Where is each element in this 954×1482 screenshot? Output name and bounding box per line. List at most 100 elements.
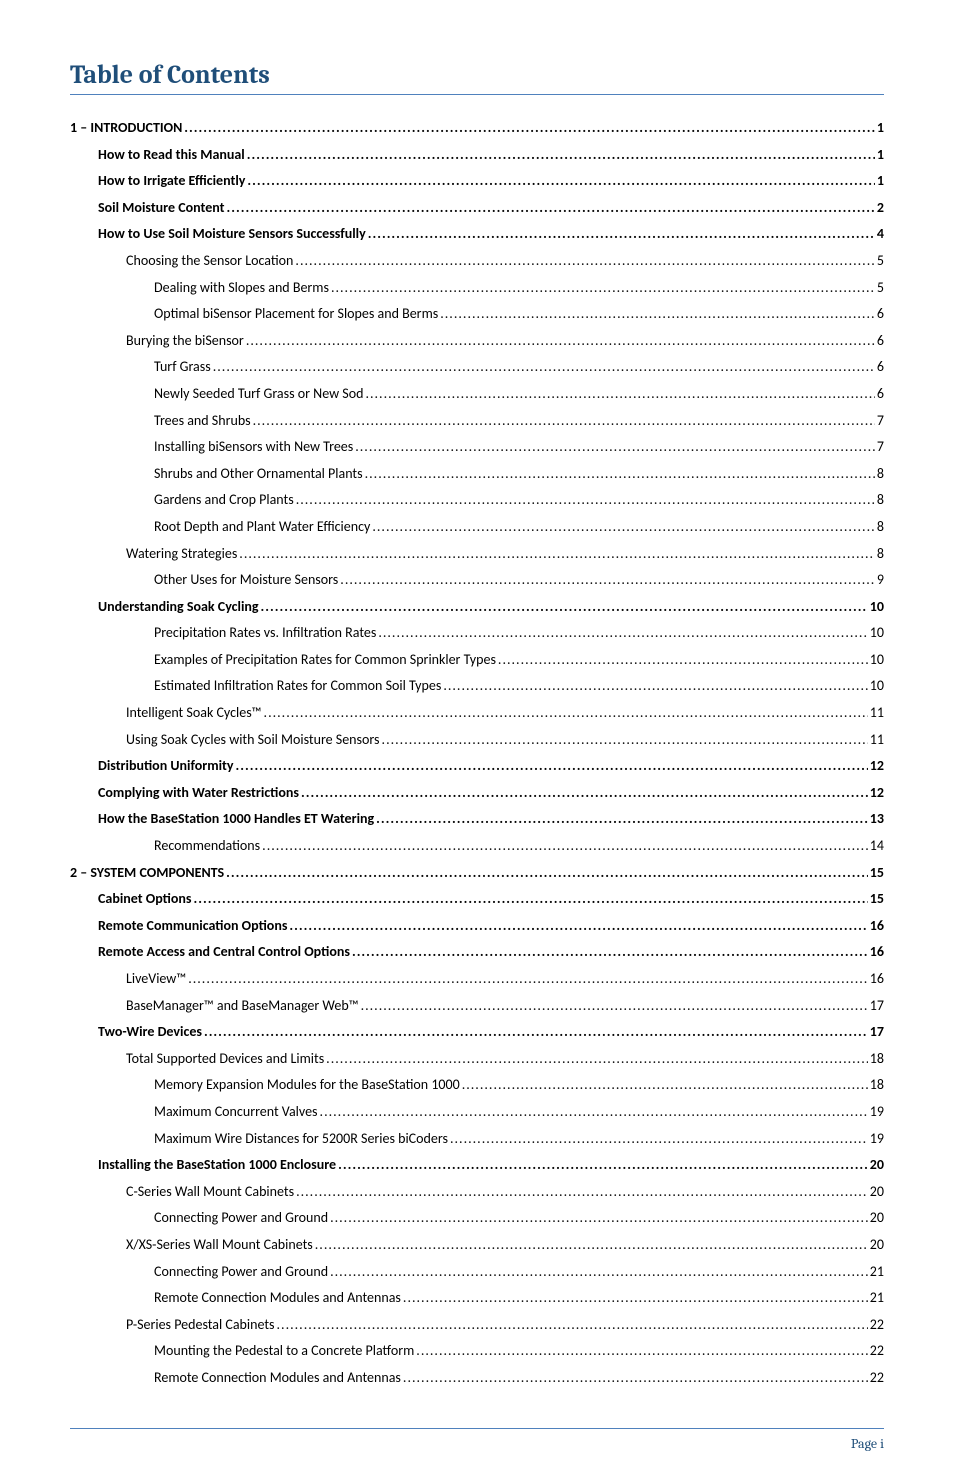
toc-entry: 2 – SYSTEM COMPONENTS 15: [70, 860, 884, 887]
toc-entry-page: 10: [870, 594, 884, 621]
toc-entry-page: 20: [870, 1232, 884, 1259]
toc-entry-page: 12: [870, 753, 884, 780]
toc-entry: Trees and Shrubs 7: [70, 408, 884, 435]
toc-entry-page: 8: [877, 487, 884, 514]
toc-entry: Recommendations14: [70, 833, 884, 860]
toc-entry-page: 8: [877, 514, 884, 541]
toc-leader-dots: [365, 461, 875, 488]
toc-leader-dots: [338, 1152, 868, 1179]
toc-entry: Newly Seeded Turf Grass or New Sod6: [70, 381, 884, 408]
toc-entry: How to Irrigate Efficiently1: [70, 168, 884, 195]
toc-entry-label: BaseManager™ and BaseManager Web™: [126, 993, 359, 1020]
toc-leader-dots: [194, 886, 868, 913]
toc-entry-label: Distribution Uniformity: [98, 753, 234, 780]
toc-entry: Connecting Power and Ground 20: [70, 1205, 884, 1232]
toc-leader-dots: [188, 966, 868, 993]
toc-entry: Cabinet Options15: [70, 886, 884, 913]
toc-entry-label: How to Read this Manual: [98, 142, 245, 169]
toc-entry-page: 22: [870, 1365, 884, 1392]
toc-entry-label: How to Irrigate Efficiently: [98, 168, 245, 195]
toc-entry: How to Use Soil Moisture Sensors Success…: [70, 221, 884, 248]
toc-entry-label: Trees and Shrubs: [154, 408, 251, 435]
toc-entry-page: 20: [870, 1152, 884, 1179]
toc-entry: Installing the BaseStation 1000 Enclosur…: [70, 1152, 884, 1179]
toc-entry-page: 15: [870, 886, 884, 913]
toc-entry: Complying with Water Restrictions12: [70, 780, 884, 807]
toc-leader-dots: [315, 1232, 868, 1259]
table-of-contents: 1 – INTRODUCTION1How to Read this Manual…: [70, 115, 884, 1392]
toc-entry-page: 16: [870, 913, 884, 940]
toc-entry: Soil Moisture Content2: [70, 195, 884, 222]
toc-entry-label: Gardens and Crop Plants: [154, 487, 294, 514]
toc-entry-page: 11: [870, 727, 884, 754]
toc-leader-dots: [247, 168, 875, 195]
toc-entry-page: 1: [877, 115, 884, 142]
toc-entry-page: 20: [870, 1205, 884, 1232]
toc-leader-dots: [498, 647, 868, 674]
toc-entry-page: 21: [870, 1259, 884, 1286]
toc-entry-page: 20: [870, 1179, 884, 1206]
toc-entry-label: Estimated Infiltration Rates for Common …: [154, 673, 441, 700]
toc-leader-dots: [403, 1285, 868, 1312]
toc-entry: Estimated Infiltration Rates for Common …: [70, 673, 884, 700]
toc-entry-label: Understanding Soak Cycling: [98, 594, 259, 621]
toc-entry-label: Using Soak Cycles with Soil Moisture Sen…: [126, 727, 380, 754]
toc-entry: Remote Connection Modules and Antennas22: [70, 1365, 884, 1392]
toc-entry: Remote Connection Modules and Antennas 21: [70, 1285, 884, 1312]
toc-leader-dots: [352, 939, 868, 966]
toc-entry-label: Connecting Power and Ground: [154, 1205, 328, 1232]
toc-entry-page: 10: [870, 647, 884, 674]
toc-entry-label: Remote Access and Central Control Option…: [98, 939, 350, 966]
toc-entry-page: 15: [870, 860, 884, 887]
toc-entry-label: Precipitation Rates vs. Infiltration Rat…: [154, 620, 376, 647]
toc-entry: Total Supported Devices and Limits18: [70, 1046, 884, 1073]
toc-entry-page: 10: [870, 620, 884, 647]
toc-leader-dots: [330, 1205, 868, 1232]
toc-entry: Root Depth and Plant Water Efficiency8: [70, 514, 884, 541]
toc-entry: Turf Grass6: [70, 354, 884, 381]
toc-entry: How the BaseStation 1000 Handles ET Wate…: [70, 806, 884, 833]
toc-entry-page: 7: [877, 408, 884, 435]
page-number: Page i: [851, 1435, 884, 1452]
toc-entry-label: P-Series Pedestal Cabinets: [126, 1312, 275, 1339]
toc-leader-dots: [246, 328, 875, 355]
toc-entry-label: Mounting the Pedestal to a Concrete Plat…: [154, 1338, 414, 1365]
toc-leader-dots: [236, 753, 868, 780]
toc-entry: Shrubs and Other Ornamental Plants8: [70, 461, 884, 488]
toc-entry-page: 11: [870, 700, 884, 727]
toc-entry-label: Examples of Precipitation Rates for Comm…: [154, 647, 496, 674]
toc-entry-page: 22: [870, 1338, 884, 1365]
toc-entry-label: 2 – SYSTEM COMPONENTS: [70, 860, 224, 887]
toc-entry: Gardens and Crop Plants 8: [70, 487, 884, 514]
toc-entry: Two-Wire Devices17: [70, 1019, 884, 1046]
toc-entry-label: Remote Connection Modules and Antennas: [154, 1285, 401, 1312]
toc-entry-label: X/XS-Series Wall Mount Cabinets: [126, 1232, 313, 1259]
toc-entry-page: 13: [870, 806, 884, 833]
toc-entry: Choosing the Sensor Location5: [70, 248, 884, 275]
toc-entry: Maximum Concurrent Valves19: [70, 1099, 884, 1126]
toc-leader-dots: [239, 541, 875, 568]
toc-leader-dots: [340, 567, 875, 594]
toc-entry: Maximum Wire Distances for 5200R Series …: [70, 1126, 884, 1153]
toc-entry: BaseManager™ and BaseManager Web™17: [70, 993, 884, 1020]
toc-leader-dots: [368, 221, 875, 248]
toc-entry-label: Two-Wire Devices: [98, 1019, 202, 1046]
toc-entry-page: 21: [870, 1285, 884, 1312]
toc-entry-label: Watering Strategies: [126, 541, 237, 568]
toc-entry: Burying the biSensor6: [70, 328, 884, 355]
toc-entry-page: 7: [877, 434, 884, 461]
toc-entry-label: Turf Grass: [154, 354, 211, 381]
toc-leader-dots: [326, 1046, 868, 1073]
toc-leader-dots: [226, 860, 868, 887]
toc-entry-page: 16: [870, 966, 884, 993]
toc-entry-label: Memory Expansion Modules for the BaseSta…: [154, 1072, 460, 1099]
toc-leader-dots: [277, 1312, 868, 1339]
toc-entry: Memory Expansion Modules for the BaseSta…: [70, 1072, 884, 1099]
toc-leader-dots: [247, 142, 875, 169]
toc-leader-dots: [378, 620, 867, 647]
toc-entry-page: 9: [877, 567, 884, 594]
toc-entry: C-Series Wall Mount Cabinets20: [70, 1179, 884, 1206]
page-title: Table of Contents: [70, 60, 884, 95]
toc-leader-dots: [450, 1126, 868, 1153]
toc-entry-label: Soil Moisture Content: [98, 195, 225, 222]
